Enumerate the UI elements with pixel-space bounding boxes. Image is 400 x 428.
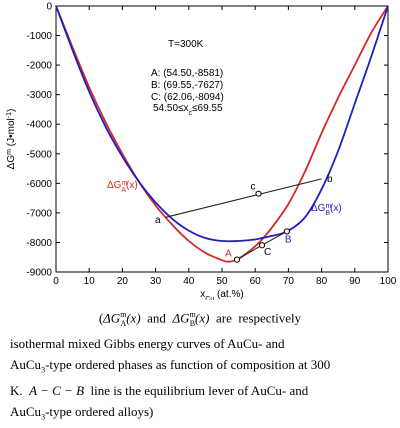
point-label-c: c [251,182,256,193]
point-label-A: A [225,249,232,260]
y-tick-label: -3000 [26,90,52,101]
range-annotation: 54.50≤xc≤69.55 [153,103,223,117]
point-A [233,256,241,263]
caption-line-4: K. A − C − B line is the equilibrium lev… [10,383,309,399]
x-tick-label: 40 [183,276,195,287]
x-tick-label: 0 [53,276,59,287]
label-a: a [155,215,161,226]
point-B [283,228,291,235]
label-b: b [327,174,333,185]
x-tick-label: 20 [117,276,129,287]
x-axis-ticks: 0 10 20 30 40 50 60 70 80 90 100 [53,6,397,287]
y-tick-label: -9000 [26,268,52,279]
gibbs-energy-chart: 0 -1000 -2000 -3000 -4000 -5000 -6000 -7000 -800… [6,2,397,301]
caption-line-5: AuCu3-type ordered alloys) [10,403,154,422]
point-c-annotation: C: (62.06,-8094) [151,92,224,103]
curve-a-label: ΔGm A(x) [107,180,138,194]
x-tick-label: 50 [216,276,228,287]
y-tick-label: -4000 [26,120,52,131]
caption-line-3: AuCu3-type ordered phases as function of… [10,356,331,375]
series-line-b [55,5,389,243]
x-tick-label: 30 [150,276,162,287]
x-axis-label: xCu (at.%) [200,289,243,300]
y-tick-label: -8000 [26,238,52,249]
curve-b-label: ΔGm B(x) [311,203,342,217]
point-c [255,190,262,197]
point-a-annotation: A: (54.50,-8581) [151,68,223,79]
temperature-annotation: T=300K [168,39,204,50]
y-tick-label: 0 [46,2,52,13]
point-b-annotation: B: (69.55,-7627) [151,80,223,91]
x-tick-label: 10 [84,276,96,287]
y-axis-label: ΔGm (J•mol-1) [6,109,18,170]
series-group [55,5,389,263]
x-tick-label: 80 [316,276,328,287]
x-tick-label: 90 [349,276,361,287]
series-line-a [55,5,389,263]
y-axis-ticks: 0 -1000 -2000 -3000 -4000 -5000 -6000 -7000 -800… [26,2,388,279]
y-tick-label: -7000 [26,208,52,219]
y-tick-label: -6000 [26,179,52,190]
point-C [258,242,266,249]
caption-line-1: (ΔGmA(x) and ΔGmB(x) are respectively [98,310,302,328]
plot-area [55,5,389,273]
point-label-B: B [285,234,292,245]
lever-line-ab [165,178,322,218]
caption-line-2: isothermal mixed Gibbs energy curves of … [10,336,285,352]
x-tick-label: 70 [283,276,295,287]
point-label-C: C [264,247,271,258]
y-tick-label: -1000 [26,31,52,42]
y-tick-label: -5000 [26,149,52,160]
figure-caption: (ΔGmA(x) and ΔGmB(x) are respectively is… [10,305,390,428]
y-tick-label: -2000 [26,61,52,72]
x-tick-label: 60 [250,276,262,287]
point-markers: c A C B [225,182,292,263]
x-tick-label: 100 [380,276,397,287]
